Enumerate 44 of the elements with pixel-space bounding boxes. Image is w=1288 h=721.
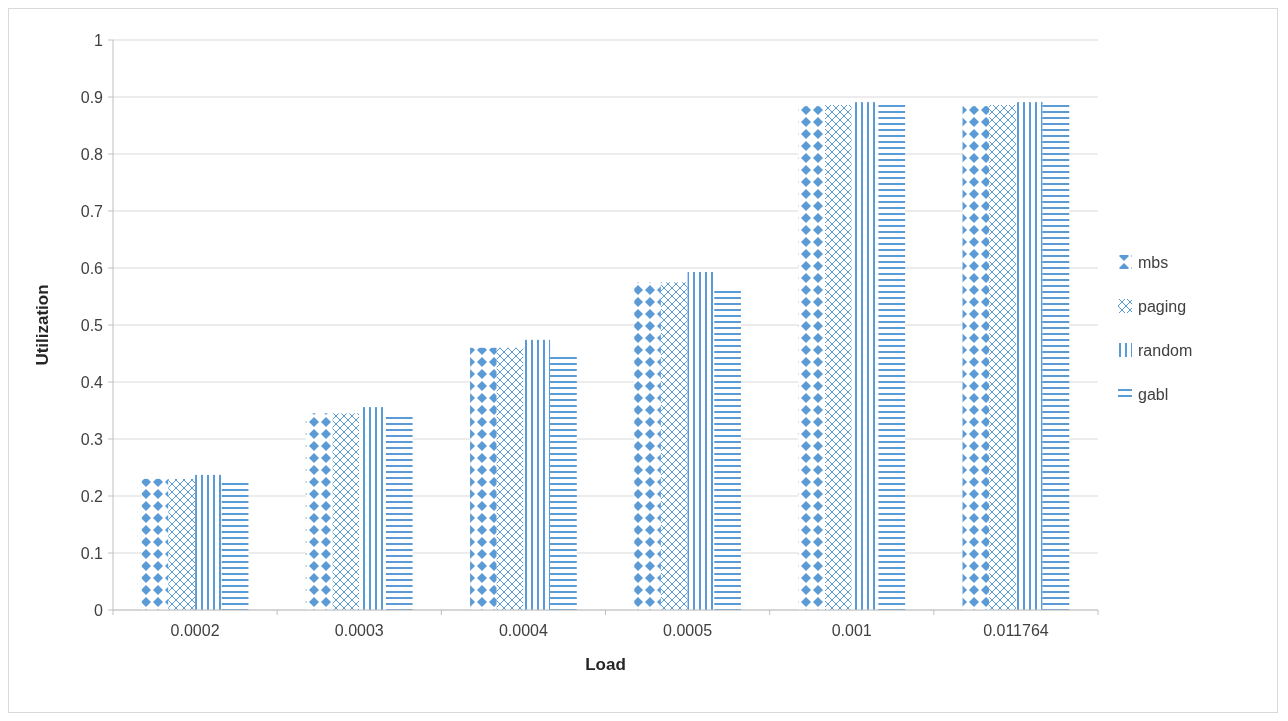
bar [359, 407, 386, 610]
bar [1015, 102, 1043, 610]
y-tick-label: 0 [94, 601, 104, 619]
x-tick-label: 0.0002 [170, 622, 220, 639]
y-tick-label: 0.7 [80, 202, 104, 220]
x-tick-label: 0.001 [831, 622, 872, 639]
legend-label: mbs [1138, 253, 1169, 271]
bar [878, 103, 906, 610]
bar [660, 282, 688, 610]
bar [470, 347, 497, 610]
bar [1042, 103, 1070, 610]
bar [496, 347, 524, 610]
y-tick-label: 0.5 [80, 316, 104, 334]
bar [798, 106, 826, 610]
bar [141, 478, 169, 610]
y-tick-label: 0.3 [80, 430, 104, 448]
x-tick-label: 0.011764 [983, 622, 1049, 639]
legend-label: gabl [1138, 385, 1169, 403]
bar [221, 481, 249, 610]
y-tick-label: 0.6 [80, 259, 104, 277]
bar [332, 413, 360, 610]
bar [168, 478, 196, 610]
bar [634, 282, 661, 610]
x-tick-label: 0.0003 [334, 622, 384, 639]
x-axis-title: Load [585, 655, 626, 674]
bar [523, 339, 551, 610]
y-tick-label: 0.2 [80, 487, 104, 505]
legend-label: random [1138, 341, 1193, 359]
bar [714, 289, 741, 610]
y-tick-label: 0.4 [80, 373, 104, 391]
bar [989, 104, 1016, 610]
bar [687, 271, 715, 610]
y-tick-label: 0.9 [80, 88, 104, 106]
y-axis-title: Utilization [33, 284, 52, 366]
y-tick-label: 0.1 [80, 544, 104, 562]
y-tick-label: 1 [94, 31, 104, 49]
legend-label: paging [1138, 297, 1187, 315]
bar [825, 104, 852, 610]
y-tick-label: 0.8 [80, 145, 104, 163]
x-tick-label: 0.0004 [498, 622, 548, 639]
bar [195, 474, 222, 610]
bar [385, 416, 413, 610]
bar [962, 106, 990, 610]
x-tick-label: 0.0005 [663, 622, 713, 639]
